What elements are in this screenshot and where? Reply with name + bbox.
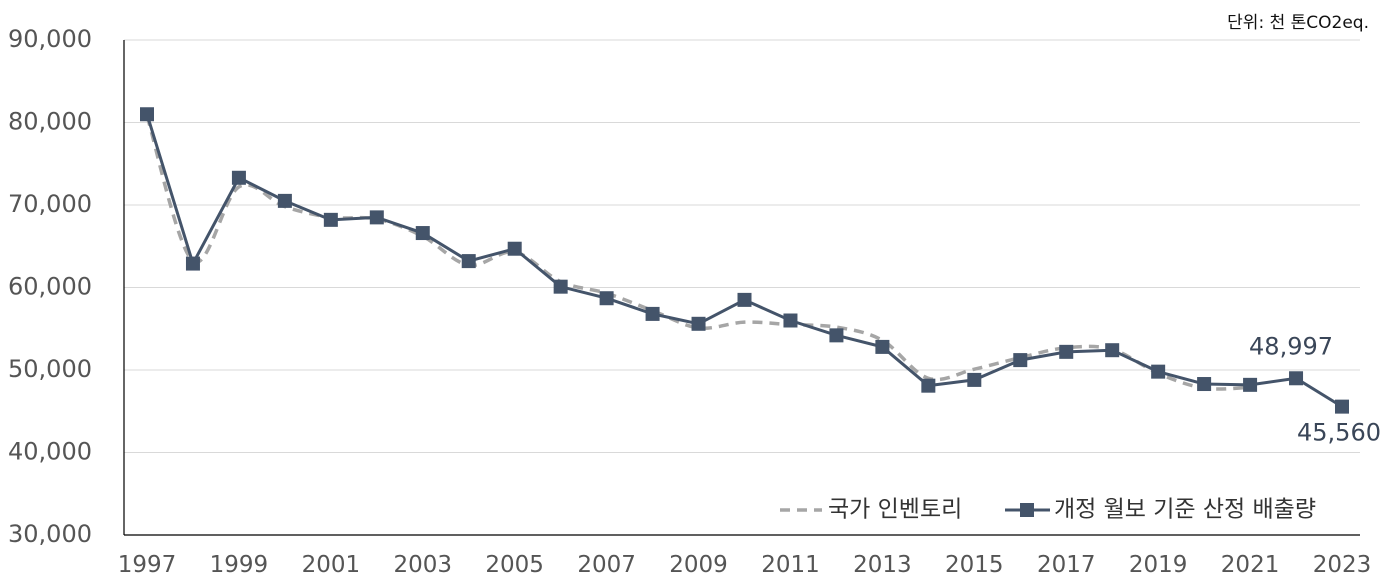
x-tick-label: 2021 xyxy=(1221,552,1280,578)
data-labels: 48,997 45,560 xyxy=(1249,332,1381,446)
data-point-marker xyxy=(599,291,614,306)
data-point-marker xyxy=(1151,364,1166,379)
x-tick-label: 2013 xyxy=(853,552,912,578)
data-point-marker xyxy=(737,292,752,307)
data-point-marker xyxy=(1243,377,1258,392)
data-point-marker xyxy=(1197,377,1212,392)
data-point-marker xyxy=(1335,399,1349,414)
data-point-marker xyxy=(829,328,844,343)
data-point-marker xyxy=(783,313,798,328)
data-point-marker xyxy=(461,254,476,269)
grid-lines xyxy=(124,39,1360,453)
data-point-marker xyxy=(645,306,660,321)
x-tick-label: 2005 xyxy=(485,552,544,578)
data-point-marker xyxy=(875,339,890,354)
legend-label-national-inventory: 국가 인벤토리 xyxy=(828,497,962,523)
data-point-marker xyxy=(553,279,568,294)
x-tick-label: 2017 xyxy=(1037,552,1096,578)
data-point-marker xyxy=(1013,353,1028,368)
x-tick-label: 2011 xyxy=(761,552,820,578)
data-point-marker xyxy=(277,193,292,208)
data-point-marker xyxy=(231,170,246,185)
legend-marker-revised-monthly xyxy=(1020,503,1034,517)
data-point-marker xyxy=(323,212,338,227)
y-tick-label: 30,000 xyxy=(8,520,92,548)
data-point-marker xyxy=(691,316,706,331)
data-point-marker xyxy=(921,378,936,393)
y-tick-label: 40,000 xyxy=(8,438,92,466)
y-tick-label: 70,000 xyxy=(8,190,92,218)
data-point-marker xyxy=(369,210,384,225)
y-axis: 30,000 40,000 50,000 60,000 70,000 80,000 90,0… xyxy=(8,25,125,548)
x-tick-label: 1997 xyxy=(118,552,177,578)
data-point-marker xyxy=(1059,344,1074,359)
data-point-marker xyxy=(185,256,200,271)
series-line-revised-monthly xyxy=(145,113,1343,408)
x-tick-label: 2001 xyxy=(302,552,361,578)
data-label: 48,997 xyxy=(1249,332,1333,360)
x-tick-label: 2015 xyxy=(945,552,1004,578)
x-tick-label: 2009 xyxy=(669,552,728,578)
y-tick-label: 60,000 xyxy=(8,273,92,301)
data-point-marker xyxy=(967,372,982,387)
x-tick-label: 2007 xyxy=(577,552,636,578)
data-point-marker xyxy=(1105,343,1120,358)
unit-label: 단위: 천 톤CO2eq. xyxy=(1227,13,1369,33)
x-tick-label: 2023 xyxy=(1313,552,1372,578)
x-axis: 1997 1999 2001 2003 2005 2007 2009 2011 2013 2015… xyxy=(118,534,1372,578)
series-line-national-inventory xyxy=(145,115,1251,391)
x-tick-label: 2003 xyxy=(393,552,452,578)
y-tick-label: 50,000 xyxy=(8,355,92,383)
series-layer xyxy=(140,107,1349,414)
data-point-marker xyxy=(415,226,430,241)
data-label: 45,560 xyxy=(1297,419,1381,447)
y-tick-label: 80,000 xyxy=(8,108,92,136)
data-point-marker xyxy=(507,241,522,256)
x-tick-label: 1999 xyxy=(210,552,269,578)
legend: 국가 인벤토리 개정 월보 기준 산정 배출량 xyxy=(780,497,1316,523)
y-tick-label: 90,000 xyxy=(8,25,92,53)
legend-label-revised-monthly: 개정 월보 기준 산정 배출량 xyxy=(1054,497,1316,523)
data-point-marker xyxy=(140,107,154,122)
x-tick-label: 2019 xyxy=(1129,552,1188,578)
data-point-marker xyxy=(1289,371,1304,386)
